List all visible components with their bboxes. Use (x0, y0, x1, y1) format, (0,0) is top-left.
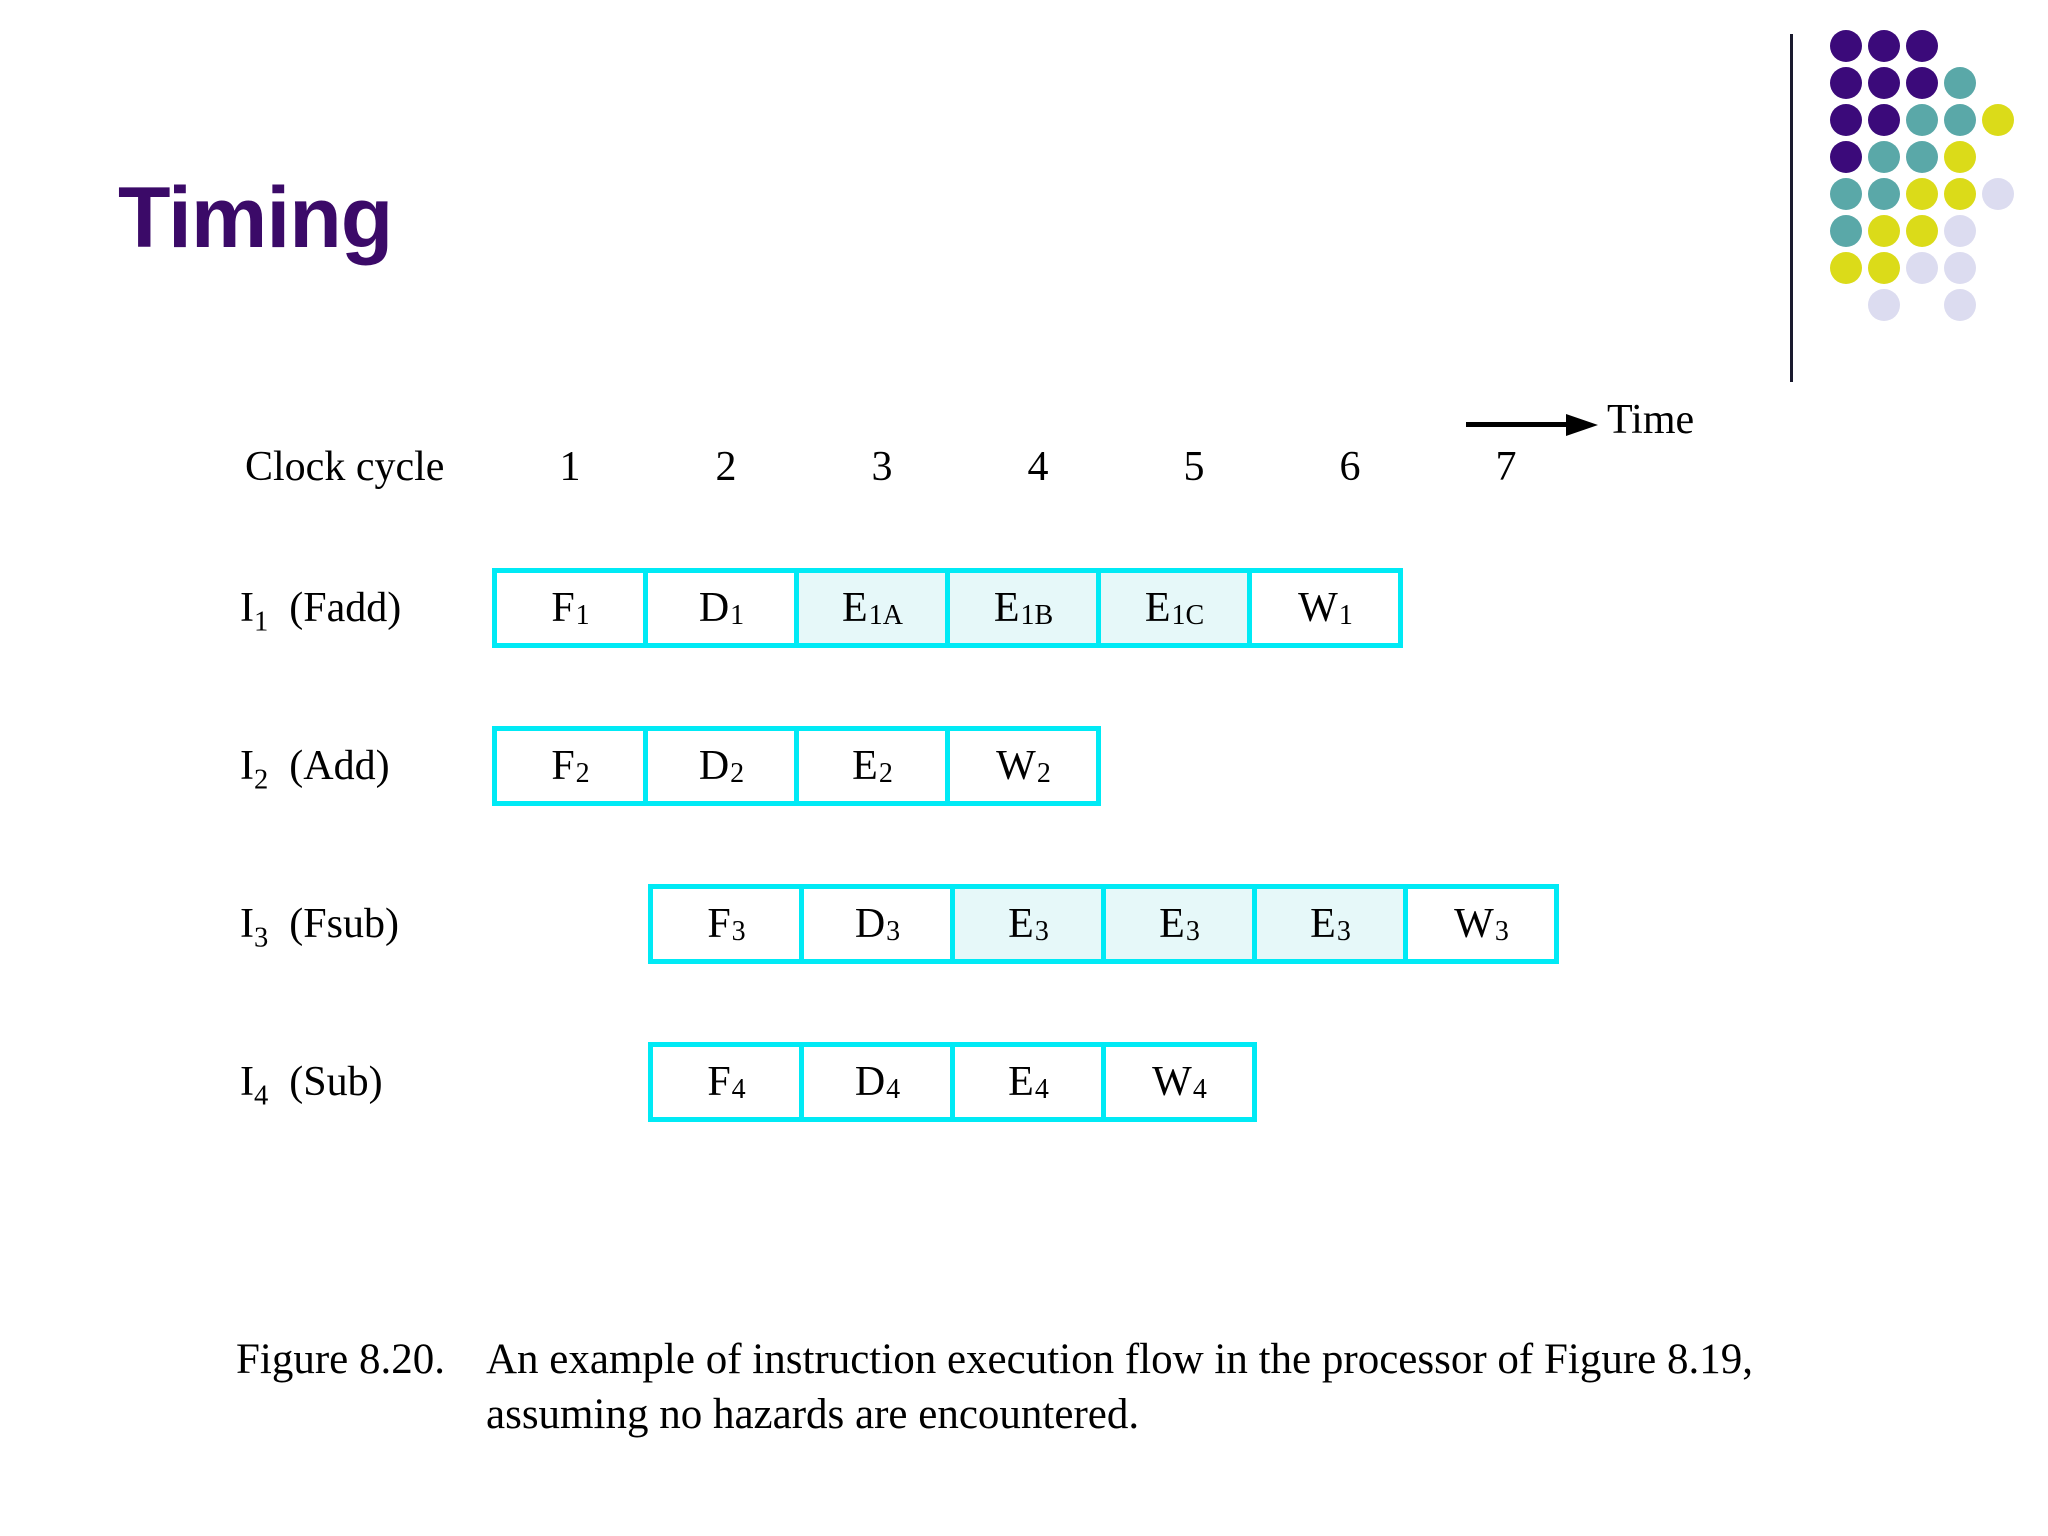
instruction-label-i2: I2 (Add) (240, 743, 390, 796)
logo-dot-yellow (1830, 252, 1862, 284)
logo-dot-teal (1868, 178, 1900, 210)
logo-dot-purple (1906, 30, 1938, 62)
logo-dot-yellow (1906, 178, 1938, 210)
logo-dot-teal (1830, 178, 1862, 210)
logo-dot-lavender (1944, 215, 1976, 247)
instruction-label-i3: I3 (Fsub) (240, 901, 399, 954)
stage-cell-i1-e1b: E 1B (945, 568, 1101, 648)
logo-dot-teal (1944, 67, 1976, 99)
instruction-label-i4: I4 (Sub) (240, 1059, 383, 1112)
logo-dot-lavender (1906, 252, 1938, 284)
figure-label: Figure 8.20. (236, 1336, 446, 1383)
logo-dot-teal (1868, 141, 1900, 173)
logo-dot-yellow (1868, 252, 1900, 284)
cycle-number-7: 7 (1495, 444, 1517, 490)
page-title: Timing (118, 170, 393, 266)
logo-dot-yellow (1982, 104, 2014, 136)
logo-dot-lavender (1944, 252, 1976, 284)
dot-grid-logo (1830, 30, 2030, 350)
clock-cycle-label: Clock cycle (245, 444, 445, 490)
cycle-number-4: 4 (1027, 444, 1049, 490)
logo-dot-teal (1944, 104, 1976, 136)
logo-dot-lavender (1868, 289, 1900, 321)
logo-dot-purple (1830, 30, 1862, 62)
logo-dot-purple (1868, 104, 1900, 136)
logo-dot-purple (1868, 67, 1900, 99)
logo-dot-lavender (1982, 178, 2014, 210)
cycle-number-1: 1 (559, 444, 581, 490)
instruction-label-i1: I1 (Fadd) (240, 585, 402, 638)
logo-dot-teal (1906, 141, 1938, 173)
logo-divider-rule (1790, 34, 1793, 382)
cycle-number-5: 5 (1183, 444, 1205, 490)
stage-cell-i1-e1c: E 1C (1096, 568, 1252, 648)
pipeline-row-i1: F 1 D 1 E 1A E 1B E 1C W 1 (492, 568, 1403, 648)
logo-dot-teal (1906, 104, 1938, 136)
logo-dot-purple (1906, 67, 1938, 99)
logo-dot-yellow (1944, 141, 1976, 173)
figure-caption: Figure 8.20. An example of instruction ex… (236, 1332, 1876, 1442)
cycle-number-6: 6 (1339, 444, 1361, 490)
time-arrow-icon (1466, 414, 1598, 436)
cycle-number-3: 3 (871, 444, 893, 490)
figure-caption-text: An example of instruction execution flow… (486, 1336, 1754, 1439)
logo-dot-purple (1830, 67, 1862, 99)
logo-dot-yellow (1868, 215, 1900, 247)
logo-dot-teal (1830, 215, 1862, 247)
stage-cell-i1-e1a: E 1A (794, 568, 950, 648)
logo-dot-yellow (1944, 178, 1976, 210)
logo-dot-purple (1830, 141, 1862, 173)
logo-dot-purple (1868, 30, 1900, 62)
cycle-number-2: 2 (715, 444, 737, 490)
logo-dot-lavender (1944, 289, 1976, 321)
logo-dot-yellow (1906, 215, 1938, 247)
time-axis-label: Time (1607, 397, 1695, 443)
logo-dot-purple (1830, 104, 1862, 136)
